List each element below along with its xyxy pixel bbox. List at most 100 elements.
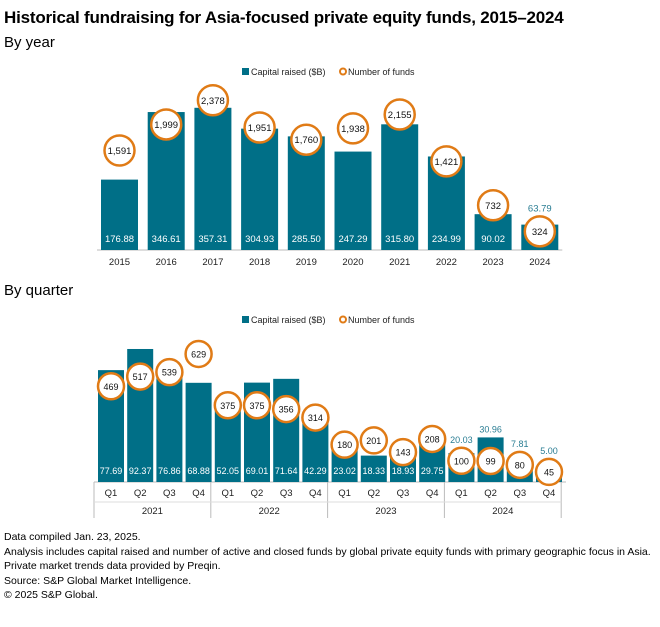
bar-value-label: 30.96 — [479, 424, 502, 434]
funds-value-label: 99 — [486, 457, 496, 467]
funds-marker — [155, 357, 184, 387]
bar-value-label: 20.03 — [450, 435, 473, 445]
funds-marker — [476, 446, 505, 476]
x-tick-label: Q1 — [221, 488, 234, 499]
bar — [381, 124, 419, 250]
funds-value-label: 1,591 — [108, 146, 132, 157]
bar-value-label: 42.29 — [304, 466, 327, 476]
funds-marker — [243, 111, 276, 144]
funds-marker — [388, 437, 418, 467]
x-tick-label: 2024 — [529, 257, 550, 268]
bar-value-label: 18.93 — [392, 466, 415, 476]
bar-value-label: 76.86 — [158, 466, 181, 476]
bar-value-label: 304.93 — [245, 234, 274, 245]
funds-marker — [103, 134, 136, 167]
footnotes: Data compiled Jan. 23, 2025. Analysis in… — [4, 531, 654, 604]
bar-value-label: 52.05 — [217, 466, 240, 476]
x-tick-label: Q1 — [455, 488, 468, 499]
funds-value-label: 45 — [544, 467, 554, 477]
funds-marker — [330, 430, 359, 459]
funds-value-label: 629 — [191, 349, 206, 359]
x-tick-label: 2019 — [296, 257, 317, 268]
bar-value-label: 63.79 — [528, 203, 552, 214]
funds-value-label: 2,378 — [201, 96, 225, 107]
funds-marker — [417, 424, 447, 454]
funds-value-label: 469 — [103, 382, 118, 392]
bar-value-label: 7.81 — [511, 439, 529, 449]
x-tick-label: 2016 — [156, 257, 177, 268]
funds-value-label: 539 — [162, 368, 177, 378]
note: © 2025 S&P Global. — [4, 589, 98, 602]
funds-value-label: 201 — [366, 436, 381, 446]
x-tick-label: 2015 — [109, 257, 130, 268]
note: Data compiled Jan. 23, 2025. — [4, 531, 141, 543]
funds-marker — [196, 84, 230, 117]
funds-value-label: 356 — [279, 405, 294, 415]
bar-value-label: 5.00 — [540, 446, 558, 456]
x-tick-label: 2018 — [249, 257, 270, 268]
funds-marker — [430, 145, 463, 178]
funds-marker — [301, 403, 330, 432]
funds-marker — [271, 394, 301, 424]
bar — [334, 151, 372, 250]
funds-value-label: 517 — [133, 372, 148, 382]
bar — [185, 382, 212, 482]
funds-marker — [383, 98, 416, 131]
funds-value-label: 100 — [454, 456, 469, 466]
x-tick-label: Q2 — [484, 488, 497, 499]
funds-marker — [149, 108, 183, 141]
funds-marker — [359, 426, 389, 455]
funds-marker — [242, 391, 272, 420]
legend-circle-label: Number of funds — [348, 67, 415, 77]
funds-value-label: 324 — [532, 227, 548, 238]
note: Private market trends data provided by P… — [4, 560, 221, 573]
bar — [360, 455, 387, 482]
funds-value-label: 1,760 — [294, 135, 318, 146]
bar-value-label: 29.75 — [421, 466, 444, 476]
funds-marker — [290, 123, 323, 156]
note: Source: S&P Global Market Intelligence. — [4, 574, 192, 587]
bar — [101, 179, 138, 250]
funds-marker — [523, 215, 557, 248]
funds-value-label: 80 — [515, 460, 525, 470]
x-tick-label: Q3 — [397, 488, 410, 499]
bar-value-label: 77.69 — [100, 466, 123, 476]
funds-marker — [96, 372, 126, 401]
legend-circle-swatch — [339, 315, 347, 324]
funds-value-label: 314 — [308, 413, 323, 423]
subtitle-by-quarter: By quarter — [4, 282, 74, 299]
bar-value-label: 176.88 — [105, 234, 134, 245]
bar-value-label: 234.99 — [432, 234, 461, 245]
funds-value-label: 1,938 — [341, 124, 365, 135]
funds-value-label: 1,999 — [154, 120, 178, 131]
bar-value-label: 315.80 — [385, 234, 414, 245]
bar-value-label: 346.61 — [152, 234, 181, 245]
funds-marker — [534, 457, 564, 487]
x-tick-label: Q3 — [513, 488, 526, 499]
funds-value-label: 143 — [395, 448, 410, 458]
funds-marker — [505, 450, 535, 480]
bar-value-label: 247.29 — [338, 234, 367, 245]
legend-bar-swatch — [242, 316, 249, 323]
bar — [156, 371, 183, 482]
legend-bar-swatch — [242, 68, 249, 75]
x-group-label: 2024 — [492, 506, 513, 517]
x-tick-label: Q4 — [543, 488, 556, 499]
funds-value-label: 375 — [249, 401, 264, 411]
bar — [194, 107, 232, 250]
bar-value-label: 69.01 — [246, 466, 269, 476]
funds-marker — [476, 189, 510, 222]
funds-marker — [336, 112, 370, 145]
bar-value-label: 285.50 — [292, 234, 321, 245]
funds-value-label: 1,951 — [248, 123, 272, 134]
bar — [214, 407, 241, 482]
x-tick-label: Q3 — [163, 488, 176, 499]
funds-value-label: 375 — [220, 401, 235, 411]
x-group-label: 2021 — [142, 506, 163, 517]
legend-circle-swatch — [339, 67, 347, 76]
x-tick-label: 2021 — [389, 257, 410, 268]
funds-value-label: 180 — [337, 440, 352, 450]
bar-value-label: 23.02 — [333, 466, 356, 476]
